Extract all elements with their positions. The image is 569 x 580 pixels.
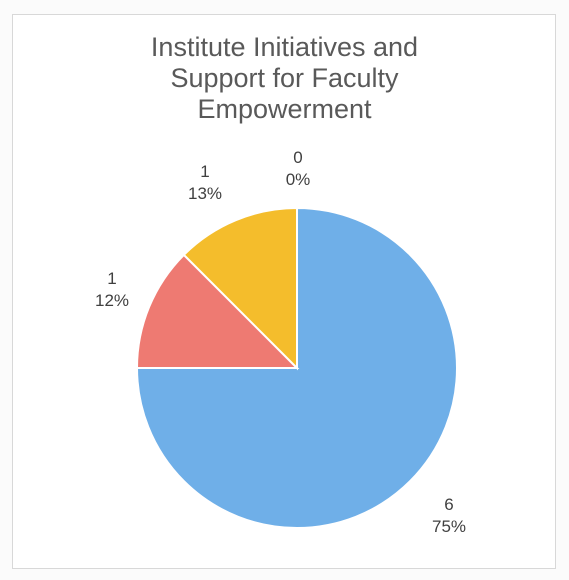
slice-label-percent-1: 12% (95, 291, 129, 310)
slice-label-value-0: 6 (444, 495, 453, 514)
slice-label-value-1: 1 (107, 269, 116, 288)
pie-slice-2 (182, 206, 298, 371)
slice-label-percent-2: 13% (188, 184, 222, 203)
chart-title-line-2: Support for Faculty (170, 63, 399, 93)
chart-title-line-3: Empowerment (197, 94, 372, 124)
slice-label-percent-0: 75% (432, 517, 466, 536)
pie-slices (135, 206, 458, 529)
pie-labels: 6 75% 1 12% 1 13% 0 0% (95, 148, 466, 536)
chart-title-line-1: Institute Initiatives and (150, 32, 419, 62)
chart-title: Institute Initiatives and Support for Fa… (0, 32, 569, 125)
pie-slice-1 (135, 253, 300, 369)
slice-label-percent-3: 0% (286, 170, 311, 189)
slice-label-value-3: 0 (293, 148, 302, 167)
slice-label-value-2: 1 (200, 162, 209, 181)
